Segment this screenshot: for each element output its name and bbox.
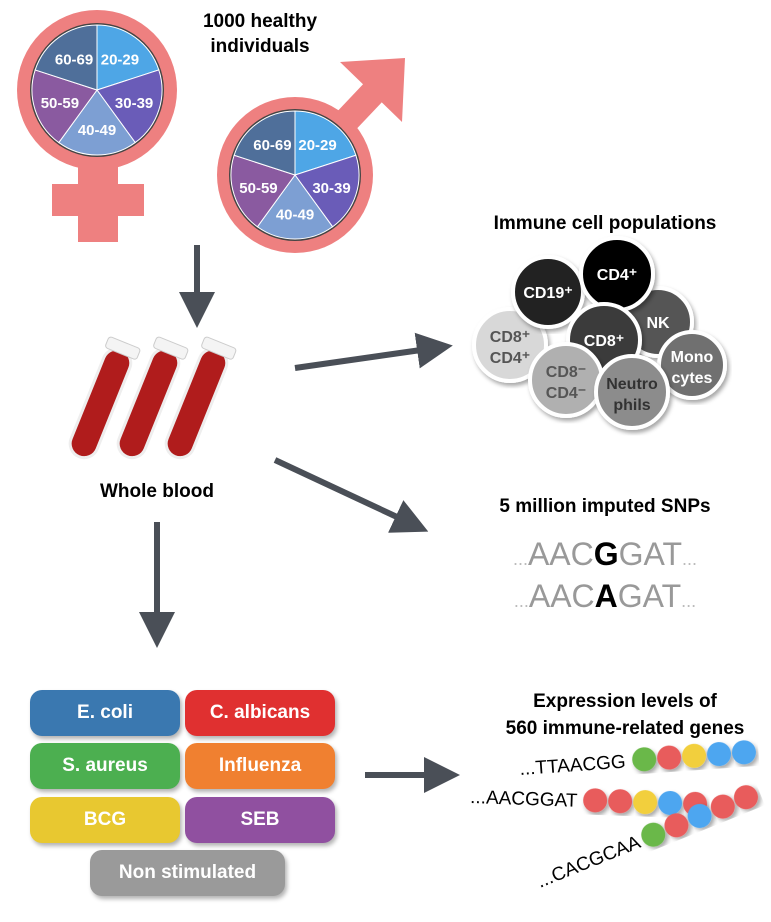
cell-label: CD8⁺ [584,333,624,350]
expression-bead [733,785,758,810]
expression-bead [632,747,657,772]
cell-label: NK [646,315,670,332]
age-label: 60-69 [55,51,93,68]
gene-expression-rows: ...TTAACGG ...AACGGAT ...CACGCAA [470,740,758,893]
male-symbol-icon: 20-29 30-39 40-49 50-59 60-69 [217,58,405,253]
pie-slice-60-69 [233,110,296,176]
gene-sequence: ...TTAACGG [519,752,626,780]
immune-cell: CD4⁺ [579,236,655,312]
stimulus-e-coli: E. coli [30,690,180,736]
cell-label: CD4⁺ [597,267,637,284]
expression-bead [687,803,712,828]
arrow-to-snps [273,457,429,533]
stimulus-s-aureus: S. aureus [30,743,180,789]
expression-bead [664,813,689,838]
cell-label-2: CD4⁺ [490,350,530,367]
cell-label-2: CD4⁻ [546,385,586,402]
immune-title: Immune cell populations [494,213,717,234]
test-tube-icon [116,336,189,460]
age-label: 30-39 [115,95,153,112]
immune-cell: CD8⁺ CD4⁺ [472,307,548,383]
gene-row: ...TTAACGG [519,740,756,780]
whole-blood-label: Whole blood [100,481,214,502]
expression-title-2: 560 immune-related genes [506,718,745,739]
pie-slice-50-59 [31,69,98,144]
pie-slice-30-39 [96,69,163,144]
snp-sequence-2: ...AACAGAT... [514,578,696,614]
expression-bead [657,745,682,770]
immune-cells: CD8⁺ CD4⁺ CD19⁺ NK CD4⁺ CD8⁺ CD8⁻ CD4⁻ Mono cytes… [472,236,727,430]
stimulus-bcg: BCG [30,797,180,843]
age-label: 20-29 [298,137,336,154]
age-label: 20-29 [101,51,139,68]
expression-title-1: Expression levels of [533,691,717,712]
gene-sequence: ...AACGGAT [470,787,578,812]
cell-label-2: phils [613,397,650,414]
stimulus-influenza: Influenza [185,743,335,789]
immune-cell: Mono cytes [657,330,727,400]
age-label: 30-39 [312,180,350,197]
stimulus-c-albicans: C. albicans [185,690,335,736]
immune-cell: CD8⁻ CD4⁻ [528,342,604,418]
age-label: 40-49 [78,122,116,139]
arrow-to-immune [294,332,453,371]
expression-bead [641,822,666,847]
age-label: 40-49 [276,206,314,223]
stimulus-non-stimulated: Non stimulated [90,850,285,896]
expression-bead [710,794,735,819]
expression-bead [682,743,707,768]
pie-slice-30-39 [294,154,360,228]
pie-slice-60-69 [34,24,98,91]
immune-cell: CD19⁺ [511,255,585,329]
pie-slice-40-49 [256,174,334,240]
cell-label: CD19⁺ [523,285,572,302]
age-label: 50-59 [41,95,79,112]
expression-bead [707,742,732,767]
pie-slice-20-29 [294,110,357,176]
cohort-title-2: individuals [210,36,309,57]
snps-title: 5 million imputed SNPs [499,496,710,517]
cell-label: CD8⁺ [490,329,530,346]
cohort-title-1: 1000 healthy [203,11,317,32]
pie-slice-20-29 [96,24,160,91]
stimulus-seb: SEB [185,797,335,843]
expression-bead [633,790,658,815]
female-symbol-icon: 20-29 30-39 40-49 50-59 60-69 [17,10,177,242]
expression-bead [608,789,633,814]
blood-tubes-icon [68,336,237,460]
test-tube-icon [68,336,141,460]
cell-label-2: cytes [672,370,713,387]
gene-sequence: ...CACGCAA [534,832,644,893]
pie-slice-40-49 [58,89,136,156]
expression-bead [731,740,756,765]
cell-label: Mono [671,349,714,366]
pie-slice-50-59 [230,154,296,228]
gene-row: ...AACGGAT [470,787,708,816]
expression-bead [583,788,608,813]
age-label: 50-59 [239,180,277,197]
cell-label: CD8⁻ [546,364,586,381]
cell-label: Neutro [606,376,658,393]
expression-bead [658,790,683,815]
snp-sequence-1: ...AACGGAT... [513,536,697,572]
test-tube-icon [164,336,237,460]
age-label: 60-69 [253,137,291,154]
immune-cell: Neutro phils [594,354,670,430]
